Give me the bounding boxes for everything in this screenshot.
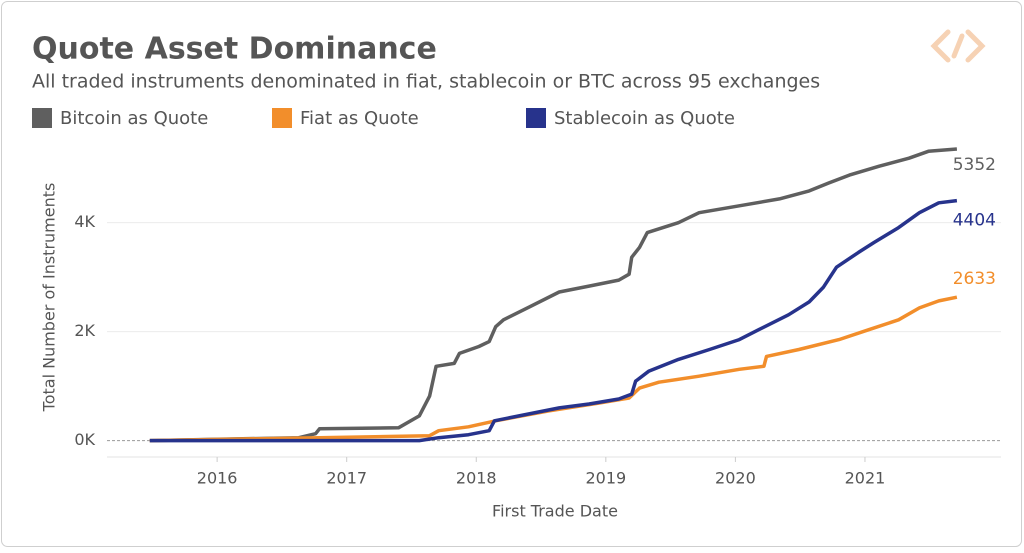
y-tick-label: 4K (74, 212, 95, 231)
series-line (149, 198, 958, 443)
legend-label: Bitcoin as Quote (60, 108, 208, 129)
legend-label: Fiat as Quote (300, 108, 419, 129)
legend-swatch (32, 108, 52, 128)
x-tick-label: 2020 (715, 469, 756, 488)
series-line (149, 295, 958, 443)
legend-swatch (526, 108, 546, 128)
x-tick-label: 2016 (197, 469, 238, 488)
end-label: 2633 (953, 269, 996, 289)
x-axis-label: First Trade Date (492, 502, 618, 521)
end-label: 4404 (953, 211, 996, 231)
chart-subtitle: All traded instruments denominated in fi… (32, 71, 820, 93)
x-tick-label: 2019 (585, 469, 626, 488)
x-tick-label: 2021 (845, 469, 886, 488)
x-tick-label: 2017 (326, 469, 367, 488)
legend-swatch (272, 108, 292, 128)
y-axis-label: Total Number of Instruments (40, 183, 59, 413)
logo (930, 29, 986, 63)
y-tick-label: 0K (74, 430, 95, 449)
series-line (149, 147, 958, 443)
chart-title: Quote Asset Dominance (32, 32, 437, 67)
end-label: 5352 (953, 155, 996, 175)
legend-label: Stablecoin as Quote (554, 108, 735, 129)
x-tick-label: 2018 (456, 469, 497, 488)
y-tick-label: 2K (74, 321, 95, 340)
